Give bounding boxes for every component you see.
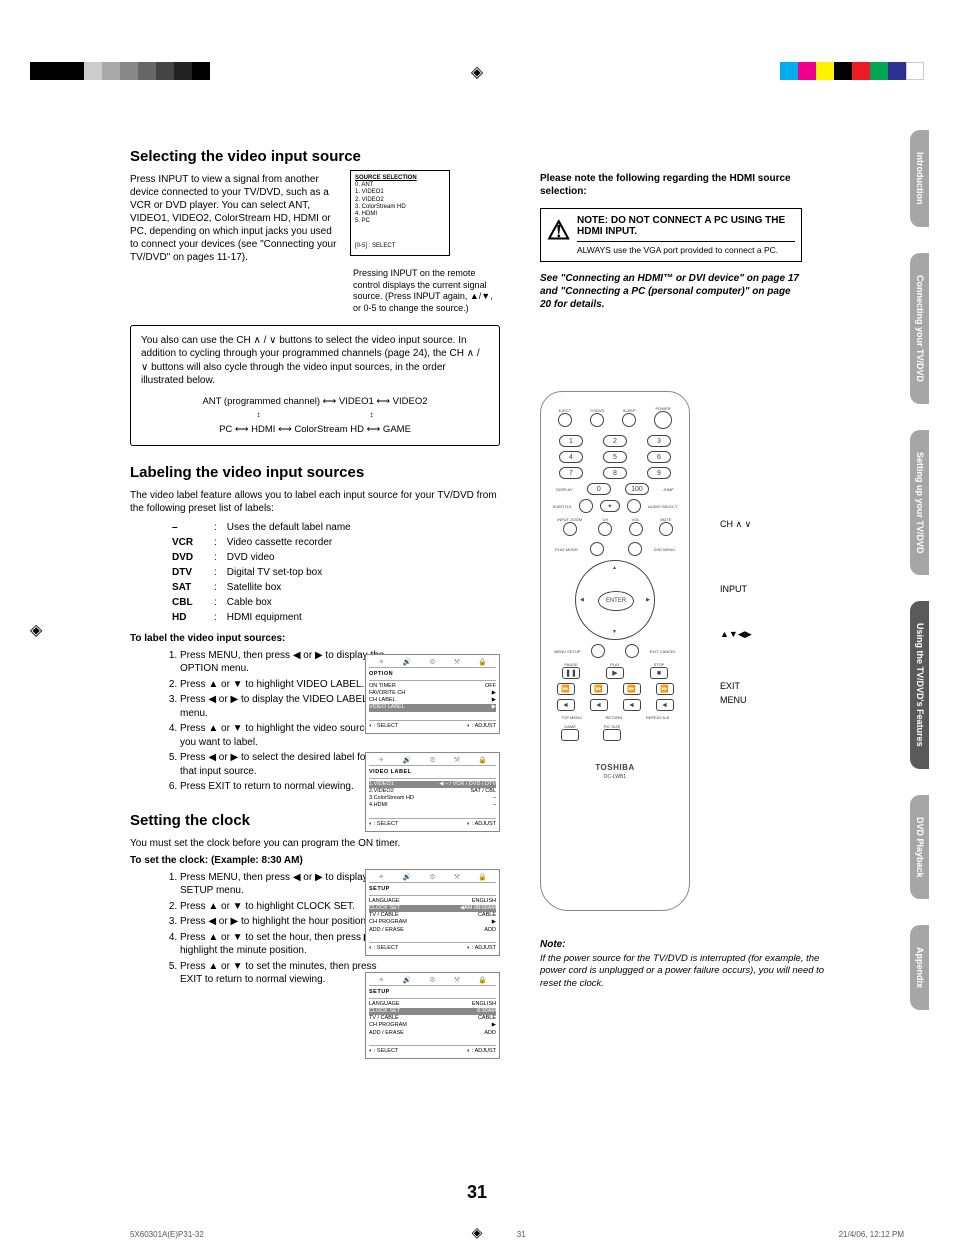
page-number: 31 (467, 1182, 487, 1203)
page-content: Selecting the video input source Press I… (130, 130, 840, 994)
note-block: Note: If the power source for the TV/DVD… (540, 939, 840, 990)
reg-left-swatches (30, 62, 210, 80)
hdmi-warn-big: NOTE: DO NOT CONNECT A PC USING THE HDMI… (577, 215, 795, 237)
registration-row: ◈ (0, 62, 954, 80)
section1-body: Press INPUT to view a signal from anothe… (130, 173, 340, 264)
osd-setup-1: ☀🔊⚙⚒🔒 SETUPLANGUAGEENGLISHCLOCK SET◀AM 0… (365, 869, 500, 956)
cycle-bot: PC ⟷ HDMI ⟷ ColorStream HD ⟷ GAME (141, 422, 489, 437)
section2-steps-wrap: To label the video input sources: Press … (130, 632, 500, 794)
ch-cycle-text: You also can use the CH ∧ / ∨ buttons to… (141, 335, 480, 387)
osd-setup-2: ☀🔊⚙⚒🔒 SETUPLANGUAGEENGLISHCLOCK SET8:30A… (365, 972, 500, 1059)
reg-right-swatches (780, 62, 924, 80)
footer: 5X60301A(E)P31-32 31 21/4/06, 12:12 PM (130, 1230, 904, 1239)
section1-title: Selecting the video input source (130, 148, 500, 165)
hdmi-heading: Please note the following regarding the … (540, 172, 800, 198)
left-column: Selecting the video input source Press I… (130, 130, 500, 993)
callout-menu: MENU (720, 695, 747, 705)
footer-left: 5X60301A(E)P31-32 (130, 1230, 204, 1239)
source-box-items: 0. ANT1. VIDEO12. VIDEO23. ColorStream H… (355, 182, 445, 225)
callout-ch: CH ∧ ∨ (720, 519, 751, 530)
side-tabs: IntroductionConnecting your TV/DVDSettin… (910, 130, 954, 1036)
label-table: –:Uses the default label nameVCR:Video c… (170, 519, 361, 626)
reg-center-mark: ◈ (471, 62, 483, 82)
osd-video-label: ☀🔊⚙⚒🔒 VIDEO LABEL1.VIDEO1◀ – / VCR / DVD… (365, 752, 500, 832)
note-title: Note: (540, 939, 840, 950)
remote-diagram: EJECTTV/DVDSLEEPPOWER123456789DISPLAY010… (540, 391, 690, 911)
osd-option: ☀🔊⚙⚒🔒 OPTIONON TIMEROFFFAVORITE CH▶CH LA… (365, 654, 500, 734)
callout-exit: EXIT (720, 681, 740, 691)
source-selection-osd: SOURCE SELECTION 0. ANT1. VIDEO12. VIDEO… (350, 170, 450, 256)
source-box-title: SOURCE SELECTION (355, 175, 445, 182)
remote-wrap: EJECTTV/DVDSLEEPPOWER123456789DISPLAY010… (540, 391, 840, 911)
footer-mid: 31 (517, 1230, 526, 1239)
section3-steps: Press MENU, then press ◀ or ▶ to display… (180, 871, 385, 987)
section3-steps-title: To set the clock: (Example: 8:30 AM) (130, 854, 500, 867)
section2-steps: Press MENU, then press ◀ or ▶ to display… (180, 649, 385, 794)
section3-intro: You must set the clock before you can pr… (130, 837, 500, 850)
reg-left-mark: ◈ (30, 620, 42, 640)
cycle-top: ANT (programmed channel) ⟷ VIDEO1 ⟷ VIDE… (141, 394, 489, 409)
section1-caption: Pressing INPUT on the remote control dis… (353, 268, 498, 315)
hdmi-warn-sub: ALWAYS use the VGA port provided to conn… (577, 241, 795, 255)
cycle-diagram: ANT (programmed channel) ⟷ VIDEO1 ⟷ VIDE… (141, 394, 489, 437)
section2-title: Labeling the video input sources (130, 464, 500, 481)
section-selecting-source: Selecting the video input source Press I… (130, 148, 500, 315)
warning-icon: ⚠ (547, 215, 570, 246)
right-column: Please note the following regarding the … (540, 130, 840, 994)
source-box-hint: [0-5] : SELECT (355, 243, 445, 250)
see-ref: See "Connecting an HDMI™ or DVI device" … (540, 272, 800, 311)
callout-arrows: ▲▼◀▶ (720, 629, 752, 640)
note-body: If the power source for the TV/DVD is in… (540, 953, 840, 990)
footer-right: 21/4/06, 12:12 PM (839, 1230, 904, 1239)
section3-steps-wrap: To set the clock: (Example: 8:30 AM) Pre… (130, 854, 500, 987)
ch-cycle-note: You also can use the CH ∧ / ∨ buttons to… (130, 325, 500, 446)
hdmi-warning: ⚠ NOTE: DO NOT CONNECT A PC USING THE HD… (540, 208, 802, 262)
callout-input: INPUT (720, 584, 747, 594)
section2-intro: The video label feature allows you to la… (130, 489, 500, 515)
section2-steps-title: To label the video input sources: (130, 632, 500, 645)
